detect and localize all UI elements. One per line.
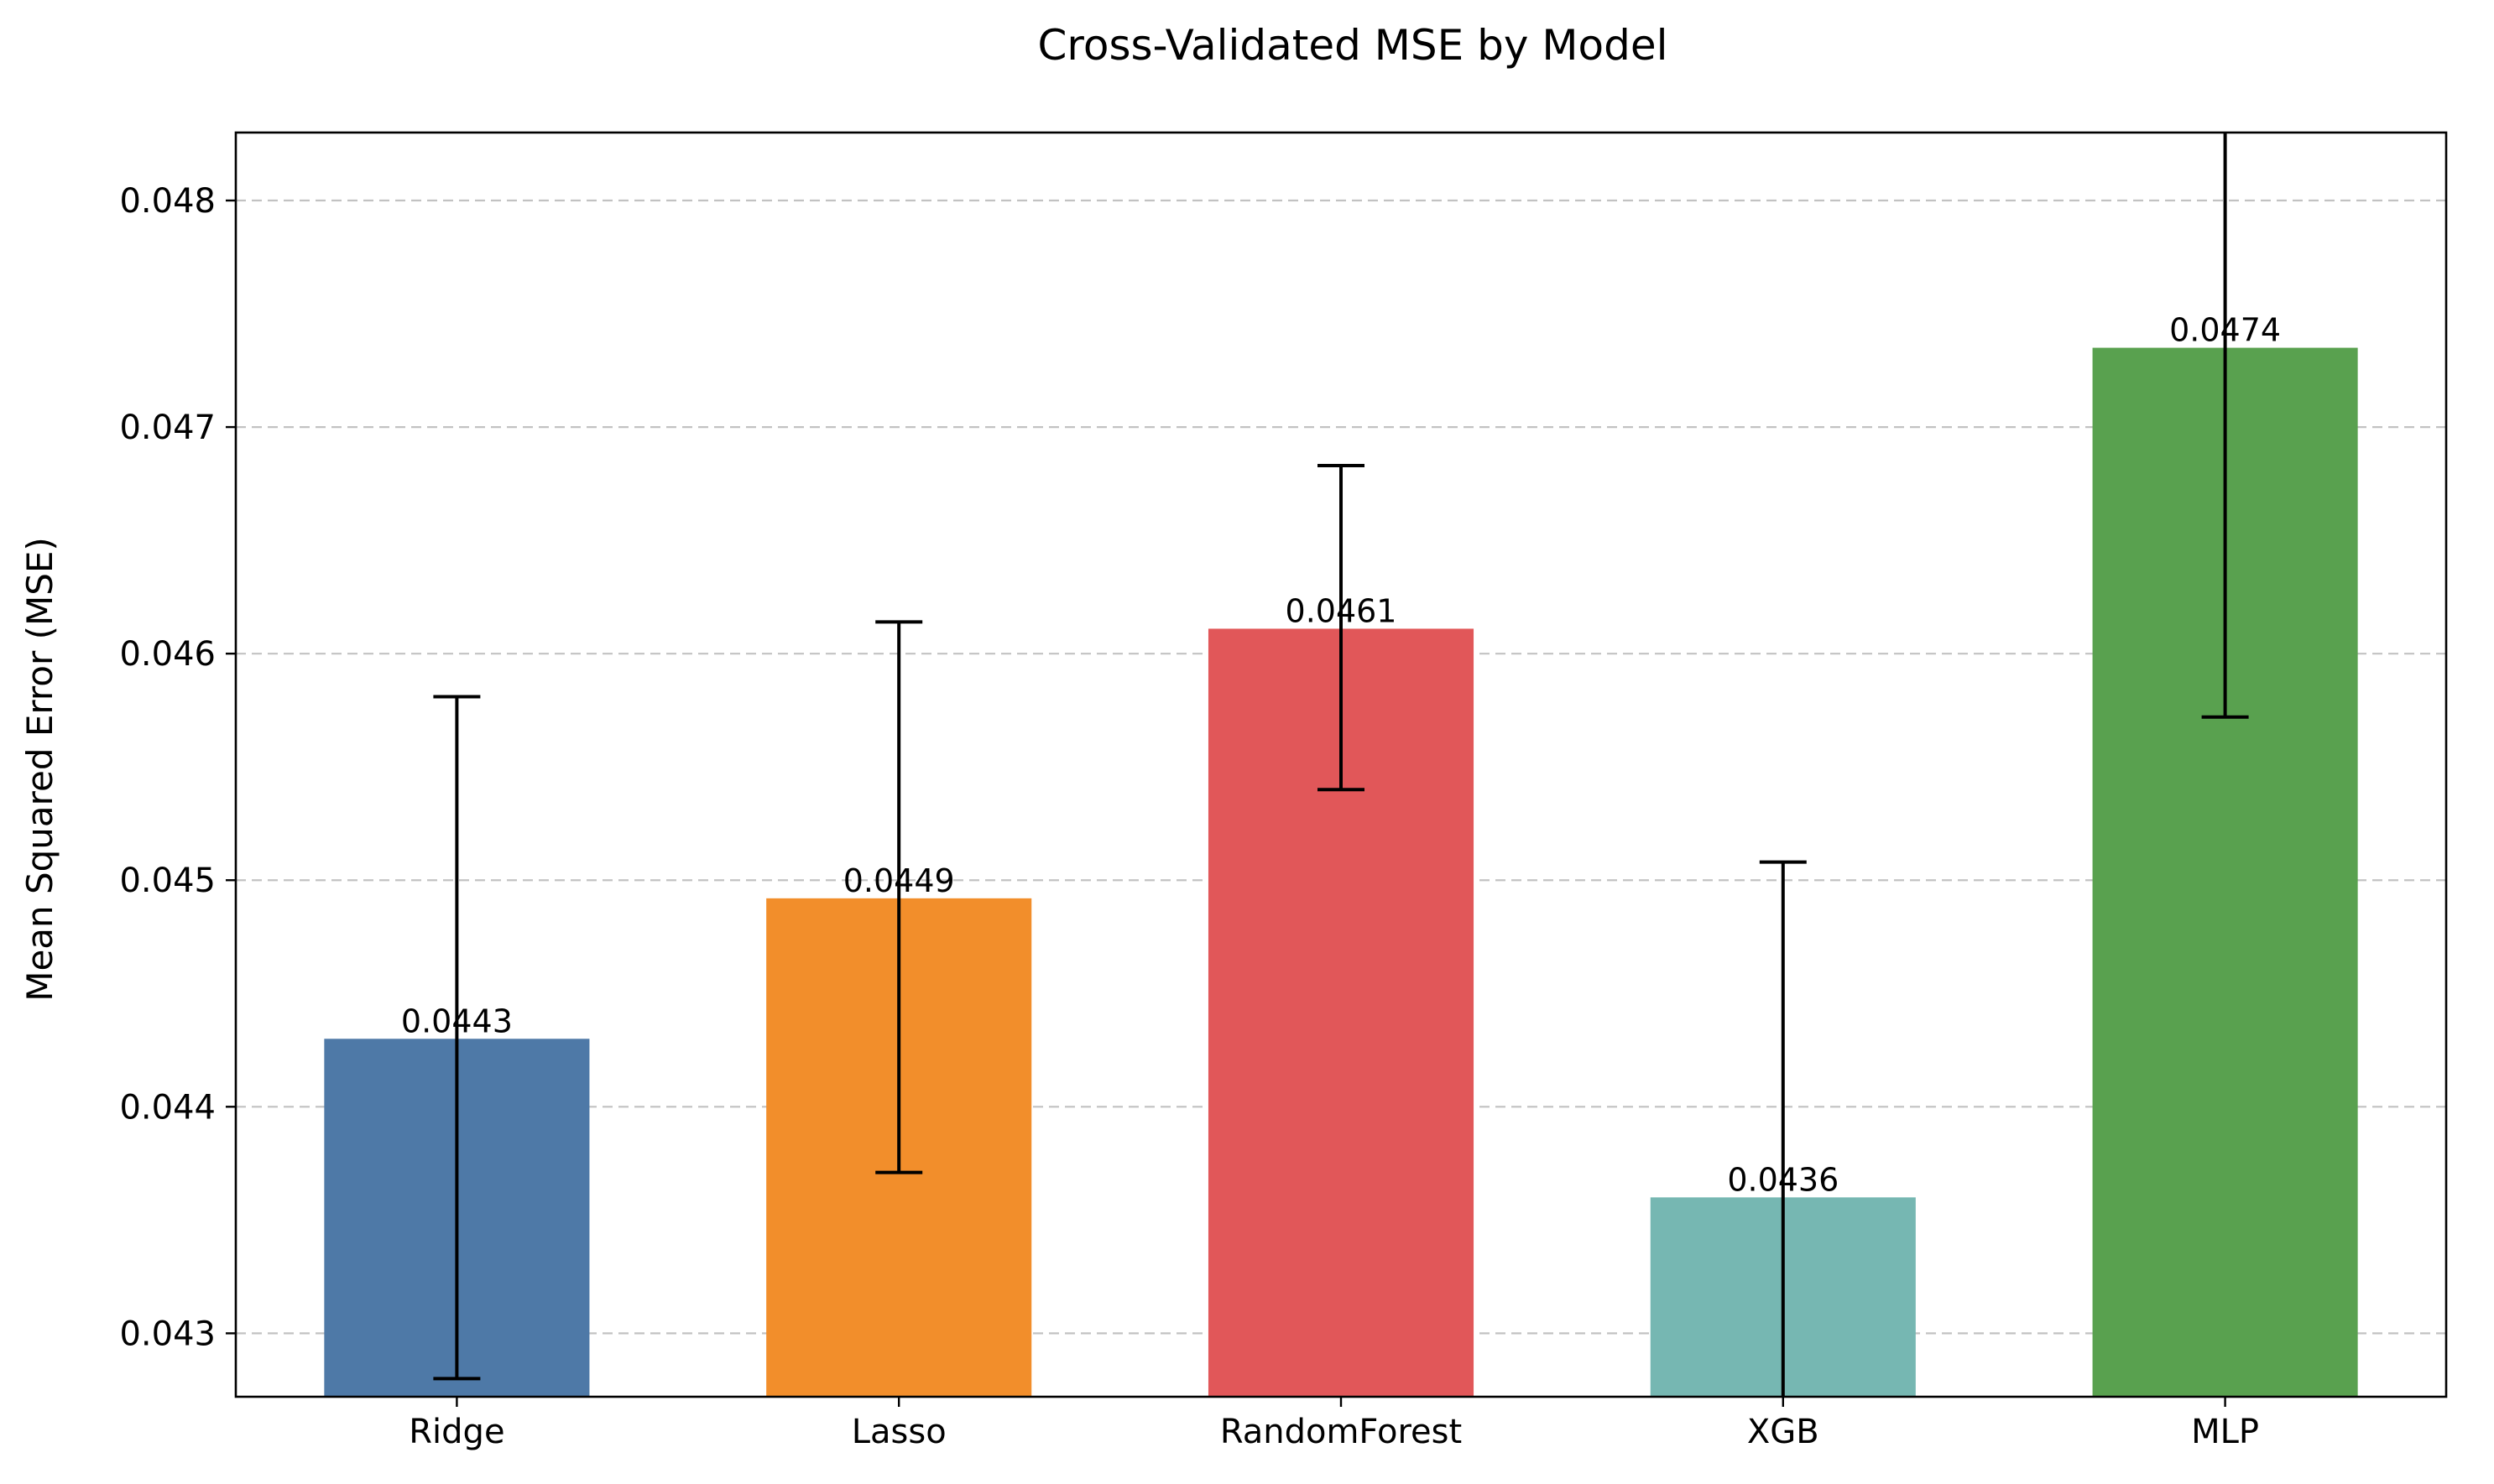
x-tick-label: Lasso <box>852 1413 947 1451</box>
y-axis-ticks: 0.043 0.044 0.045 0.046 0.047 0.048 <box>119 182 236 1353</box>
bar-value-label: 0.0449 <box>843 862 955 899</box>
y-tick-label: 0.046 <box>119 635 216 674</box>
y-tick-label: 0.045 <box>119 862 216 900</box>
y-tick-label: 0.047 <box>119 409 216 447</box>
y-tick-label: 0.048 <box>119 182 216 221</box>
bar-value-label: 0.0474 <box>2169 312 2281 349</box>
bar-value-label: 0.0461 <box>1286 592 1397 629</box>
bar-value-label: 0.0443 <box>401 1002 513 1039</box>
x-tick-label: RandomForest <box>1220 1413 1462 1451</box>
error-bars <box>433 133 2249 1397</box>
bar-value-label: 0.0436 <box>1727 1161 1839 1198</box>
x-axis-ticks: Ridge Lasso RandomForest XGB MLP <box>409 1397 2259 1451</box>
x-tick-label: Ridge <box>409 1413 504 1451</box>
x-tick-label: XGB <box>1747 1413 1819 1451</box>
y-tick-label: 0.044 <box>119 1088 216 1127</box>
bar-value-labels: 0.0443 0.0449 0.0461 0.0436 0.0474 <box>401 312 2281 1199</box>
x-tick-label: MLP <box>2191 1413 2259 1451</box>
chart-title: Cross-Validated MSE by Model <box>1037 21 1667 70</box>
y-tick-label: 0.043 <box>119 1315 216 1353</box>
y-axis-label: Mean Squared Error (MSE) <box>19 537 60 1002</box>
